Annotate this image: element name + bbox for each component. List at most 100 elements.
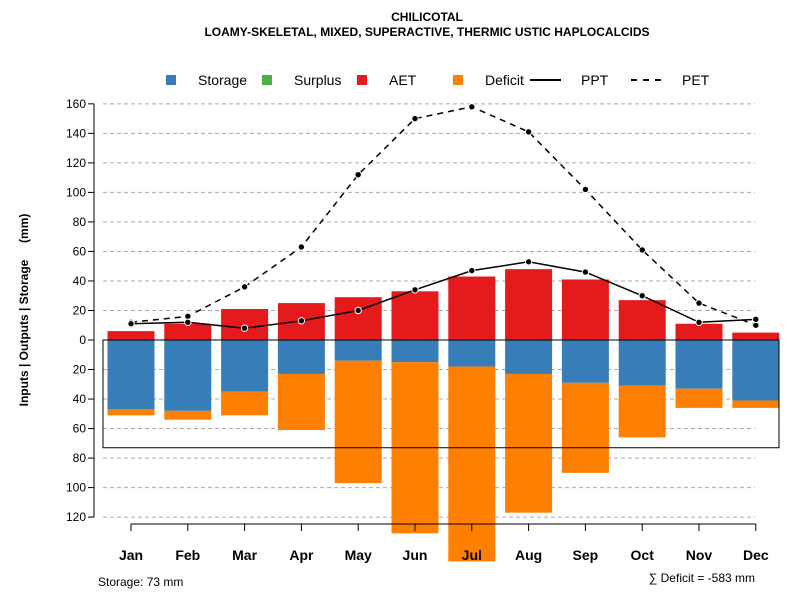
x-tick-label: Apr (289, 547, 314, 563)
deficit-bar (277, 373, 325, 431)
chart-title: CHILICOTAL (391, 10, 463, 24)
y-tick-label: 40 (73, 392, 87, 406)
deficit-bar (675, 388, 723, 408)
x-tick-label: May (345, 547, 372, 563)
ppt-point (695, 318, 703, 326)
y-axis: 160 140 120 100 80 60 40 20 0 20 40 60 80 100 120 (66, 97, 95, 524)
y-tick-label: 100 (66, 481, 86, 495)
y-axis-label: Inputs | Outputs | Storage (mm) (17, 214, 31, 407)
storage-bar (391, 340, 439, 363)
deficit-sum-note: ∑ Deficit = -583 mm (649, 571, 755, 585)
chart-subtitle: LOAMY-SKELETAL, MIXED, SUPERACTIVE, THER… (204, 25, 649, 39)
deficit-bar (334, 360, 382, 484)
y-tick-label: 120 (66, 156, 86, 170)
storage-bar (732, 340, 780, 401)
storage-bar (277, 340, 325, 374)
legend-swatch-surplus (262, 75, 272, 85)
series-points (127, 103, 760, 332)
x-tick-label: Jan (119, 547, 143, 563)
y-tick-label: 40 (73, 274, 87, 288)
deficit-bar (618, 385, 666, 438)
y-tick-label: 80 (73, 451, 87, 465)
legend-swatch-storage (166, 75, 176, 85)
pet-point (695, 299, 703, 307)
y-tick-label: 140 (66, 126, 86, 140)
aet-bar (675, 323, 723, 340)
legend-label-aet: AET (389, 72, 417, 88)
storage-bar (221, 340, 269, 392)
deficit-bar (561, 382, 609, 473)
x-tick-label: Jun (403, 547, 428, 563)
ppt-point (127, 320, 135, 328)
y-tick-label: 20 (73, 363, 87, 377)
y-tick-label: 20 (73, 303, 87, 317)
y-tick-label: 60 (73, 422, 87, 436)
storage-bar (448, 340, 496, 367)
series-lines (130, 106, 757, 329)
aet-bar (561, 279, 609, 340)
ppt-line (130, 261, 756, 329)
storage-bar (675, 340, 723, 389)
pet-point (468, 103, 476, 111)
deficit-bar (448, 366, 496, 562)
deficit-bar (107, 409, 155, 416)
pet-point (411, 114, 419, 123)
deficit-bar (505, 373, 553, 513)
pet-point (581, 185, 590, 194)
ppt-point (354, 306, 362, 315)
y-tick-label: 100 (66, 185, 86, 199)
legend: Storage Surplus AET Deficit PPT PET (166, 72, 710, 88)
aet-bar (448, 276, 496, 340)
x-tick-label: Aug (515, 547, 542, 563)
legend-label-storage: Storage (198, 72, 247, 88)
x-tick-label: Feb (175, 547, 200, 563)
x-tick-label: Sep (573, 547, 599, 563)
aet-bar (732, 332, 780, 340)
storage-bar (107, 340, 155, 410)
pet-point (240, 283, 249, 291)
x-tick-label: Mar (232, 547, 257, 563)
legend-label-deficit: Deficit (485, 72, 524, 88)
pet-point (297, 243, 306, 251)
ppt-point (411, 286, 419, 294)
x-tick-label: Jul (462, 547, 482, 563)
legend-swatch-aet (357, 75, 367, 85)
deficit-bar (221, 391, 269, 416)
aet-bar (391, 291, 439, 340)
legend-label-ppt: PPT (581, 72, 609, 88)
ppt-point (638, 292, 646, 300)
ppt-point (184, 318, 192, 326)
storage-bar (505, 340, 553, 374)
y-tick-label: 0 (79, 333, 86, 347)
legend-swatch-deficit (453, 75, 463, 85)
pet-point (354, 170, 362, 179)
storage-bar (561, 340, 609, 383)
ppt-point (468, 266, 476, 275)
aet-bar (334, 297, 382, 340)
aet-bar (164, 323, 212, 340)
pet-point (524, 128, 533, 136)
x-axis: Jan Feb Mar Apr May Jun Jul Aug Sep Oct Nov Dec (119, 523, 769, 563)
pet-line (130, 106, 757, 326)
y-tick-label: 120 (66, 510, 86, 524)
pet-point (638, 246, 646, 254)
legend-label-surplus: Surplus (294, 72, 341, 88)
aet-bar (107, 331, 155, 340)
legend-label-pet: PET (682, 72, 710, 88)
ppt-point (240, 324, 249, 332)
y-tick-label: 80 (73, 215, 87, 229)
y-tick-label: 160 (66, 97, 86, 111)
ppt-point (752, 315, 760, 324)
chart-titles: CHILICOTAL LOAMY-SKELETAL, MIXED, SUPERA… (204, 10, 649, 39)
storage-bar (164, 340, 212, 411)
aet-bar (618, 300, 666, 340)
aet-bar (505, 269, 553, 340)
storage-note: Storage: 73 mm (98, 575, 183, 589)
bars (107, 269, 780, 562)
ppt-point (297, 317, 306, 325)
x-tick-label: Nov (686, 547, 713, 563)
storage-bar (334, 340, 382, 361)
x-tick-label: Dec (743, 547, 769, 563)
deficit-bar (164, 410, 212, 420)
